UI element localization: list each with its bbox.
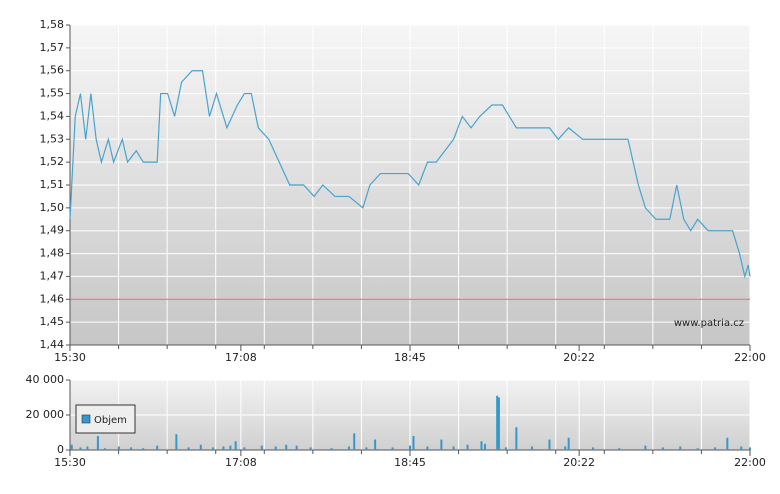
volume-bar (409, 445, 411, 450)
y-tick-label: 1,51 (40, 178, 65, 191)
y-tick-label: 40 000 (26, 373, 65, 386)
volume-bar (187, 447, 190, 450)
volume-bar (309, 447, 312, 450)
volume-bar (222, 446, 225, 450)
y-tick-label: 1,55 (40, 87, 65, 100)
volume-bar (497, 397, 500, 450)
volume-bar (679, 446, 682, 450)
y-tick-label: 1,50 (40, 201, 65, 214)
x-tick-label: 17:08 (225, 351, 257, 364)
volume-bar (618, 448, 621, 450)
volume-bar (515, 427, 518, 450)
price-line (69, 70, 751, 279)
volume-bar (175, 434, 178, 450)
legend-label: Objem (94, 415, 127, 426)
volume-bar (548, 439, 551, 450)
volume-bar (229, 445, 232, 450)
x-tick-label: 22:00 (734, 351, 766, 364)
y-tick-label: 1,52 (40, 155, 65, 168)
y-tick-label: 1,48 (40, 247, 65, 260)
volume-bar (714, 447, 717, 450)
y-tick-label: 1,45 (40, 315, 65, 328)
x-tick-label: 15:30 (54, 456, 86, 469)
volume-bar (79, 447, 82, 450)
x-tick-label: 17:08 (225, 456, 257, 469)
volume-bar (567, 437, 570, 450)
y-tick-label: 1,46 (40, 292, 65, 305)
volume-bar (696, 448, 699, 450)
volume-bar (330, 448, 333, 450)
volume-bar (96, 436, 99, 450)
y-tick-label: 1,57 (40, 41, 65, 54)
x-tick-label: 20:22 (563, 456, 595, 469)
volume-bar (199, 444, 202, 450)
volume-bar (86, 446, 89, 450)
volume-bar (644, 445, 647, 450)
y-tick-label: 1,44 (40, 338, 65, 351)
volume-bar (426, 446, 429, 450)
volume-bar (749, 447, 751, 450)
volume-bar (365, 447, 368, 450)
volume-bar (70, 444, 73, 450)
y-tick-label: 0 (57, 443, 64, 456)
volume-bar (740, 446, 743, 450)
volume-bar (156, 445, 159, 450)
volume-bar (466, 444, 469, 450)
volume-bar (260, 445, 263, 450)
y-tick-label: 1,49 (40, 224, 65, 237)
volume-bar (661, 447, 664, 450)
volume-bar (391, 447, 394, 450)
x-tick-label: 22:00 (734, 456, 766, 469)
y-tick-label: 1,53 (40, 132, 65, 145)
x-tick-label: 20:22 (563, 351, 595, 364)
volume-bar (496, 395, 499, 450)
y-tick-label: 20 000 (26, 408, 65, 421)
volume-bar (374, 439, 377, 450)
y-tick-label: 1,47 (40, 269, 65, 282)
volume-bar (480, 441, 483, 450)
y-tick-label: 1,58 (40, 18, 65, 31)
volume-bar (531, 446, 534, 450)
volume-bar (234, 441, 237, 450)
volume-bar (592, 447, 595, 450)
legend-swatch (81, 414, 91, 424)
volume-bar (452, 446, 455, 450)
x-tick-label: 18:45 (394, 456, 426, 469)
volume-bar (353, 433, 356, 450)
volume-bar (274, 446, 277, 450)
x-tick-label: 18:45 (394, 351, 426, 364)
volume-bar (285, 444, 288, 450)
volume-bar (295, 445, 298, 450)
y-tick-label: 1,56 (40, 64, 65, 77)
x-tick-label: 15:30 (54, 351, 86, 364)
y-tick-label: 1,54 (40, 109, 65, 122)
volume-bar (103, 448, 106, 450)
volume-bar (440, 439, 443, 450)
volume-bar (347, 446, 350, 450)
volume-bar (130, 447, 133, 450)
volume-bar (564, 446, 567, 450)
volume-bar (483, 443, 486, 450)
watermark: www.patria.cz (674, 318, 744, 329)
volume-bar (726, 437, 729, 450)
volume-bar (142, 448, 145, 450)
volume-bar (211, 447, 214, 450)
volume-bar (412, 436, 415, 450)
volume-bar (117, 446, 120, 450)
volume-bar (243, 447, 246, 450)
volume-bar (504, 447, 507, 450)
